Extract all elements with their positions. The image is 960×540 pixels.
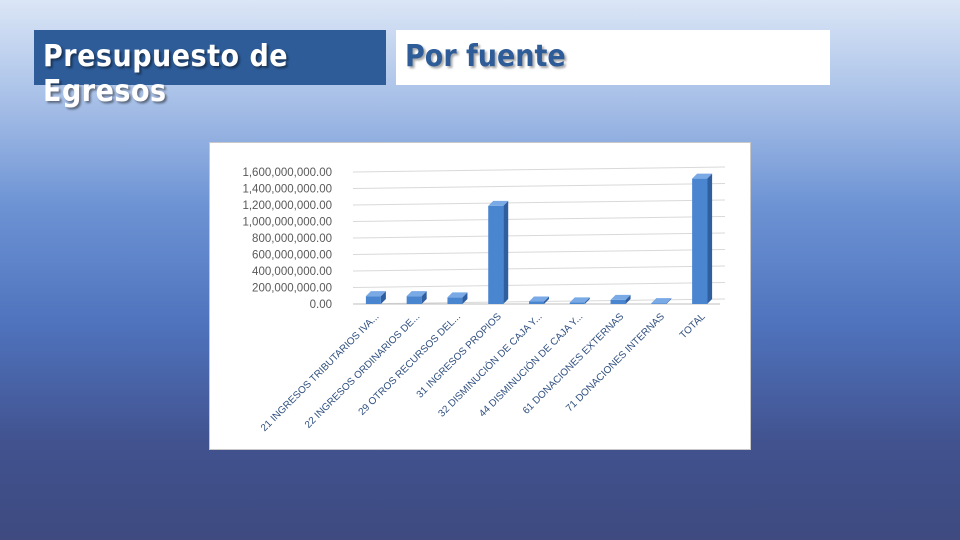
gridline: [352, 232, 726, 239]
bar-side: [584, 297, 590, 304]
bar-front: [365, 296, 381, 304]
gridline: [352, 249, 726, 255]
bar-front: [406, 296, 422, 304]
y-tick-label: 1,200,000,000.00: [242, 200, 332, 212]
bar-top: [365, 291, 386, 297]
bar-chart: 0.00 200,000,000.00 400,000,000.00 600,000,…: [242, 166, 726, 434]
bar: [365, 291, 386, 304]
bar-front: [610, 299, 626, 304]
y-tick-label: 1,600,000,000.00: [242, 167, 332, 179]
gridline: [352, 183, 726, 189]
gridline: [352, 282, 726, 288]
y-tick-label: 200,000,000.00: [252, 283, 332, 295]
bar: [692, 173, 713, 304]
page-subtitle: Por fuente: [405, 39, 566, 74]
bar-side: [462, 292, 468, 304]
bar-top: [651, 298, 672, 304]
bar-side: [421, 291, 427, 304]
subtitle-banner: Por fuente: [396, 30, 830, 85]
bar-top: [406, 291, 427, 297]
bar: [488, 200, 509, 304]
bar-side: [625, 294, 631, 304]
bar: [529, 296, 549, 304]
gridline: [352, 265, 726, 272]
gridline: [352, 199, 726, 206]
title-banner: Presupuesto de Egresos: [34, 30, 386, 109]
bar-front: [692, 178, 708, 304]
bar-top: [488, 200, 509, 206]
gridline: [352, 216, 726, 222]
bar-front: [651, 303, 667, 304]
bar-top: [692, 173, 713, 179]
bar: [406, 291, 427, 304]
x-category-label: 31 INGRESOS PROPIOS: [415, 311, 504, 400]
bar-side: [707, 173, 713, 304]
bar-front: [447, 297, 463, 304]
y-tick-label: 600,000,000.00: [252, 250, 332, 262]
y-tick-label: 0.00: [310, 299, 332, 311]
bar-front: [569, 302, 585, 304]
bar: [651, 298, 672, 304]
bar-top: [569, 297, 590, 303]
bar-side: [380, 291, 386, 304]
y-tick-label: 400,000,000.00: [252, 266, 332, 278]
bar-side: [503, 200, 509, 304]
gridline: [352, 166, 726, 173]
bar-side: [666, 298, 672, 304]
bar-front: [488, 205, 504, 304]
bar-top: [447, 292, 468, 298]
x-category-label: TOTAL: [678, 311, 708, 341]
bar: [610, 294, 631, 304]
y-tick-label: 800,000,000.00: [252, 233, 332, 245]
bar-front: [529, 301, 544, 304]
bar-top: [529, 296, 549, 302]
y-tick-label: 1,000,000,000.00: [242, 217, 332, 229]
page-title: Presupuesto de Egresos: [43, 39, 289, 109]
y-tick-label: 1,400,000,000.00: [242, 184, 332, 196]
bar: [447, 292, 468, 304]
chart-panel: 0.00 200,000,000.00 400,000,000.00 600,000,…: [209, 142, 751, 450]
bar-side: [544, 296, 549, 304]
bar-top: [610, 294, 631, 300]
bar: [569, 297, 590, 304]
